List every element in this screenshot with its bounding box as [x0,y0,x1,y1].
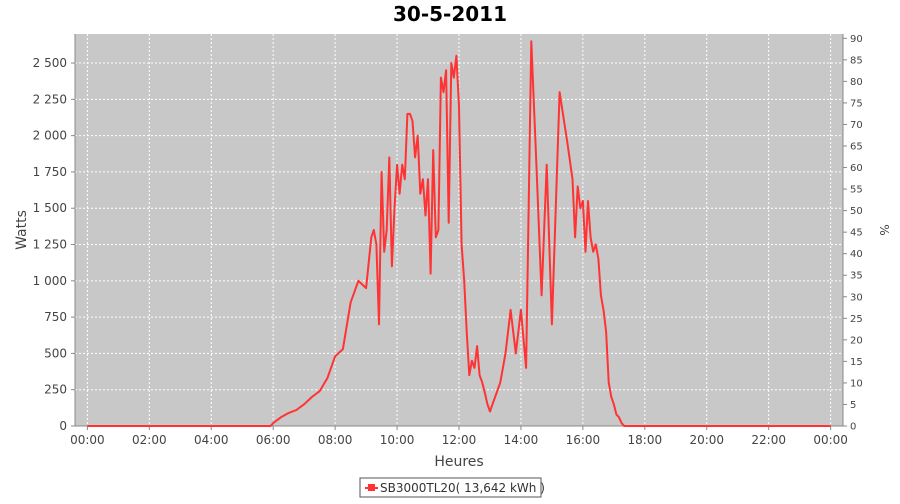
x-tick-label: 06:00 [256,433,291,447]
x-tick-label: 16:00 [566,433,601,447]
y2-axis-label: % [877,224,891,235]
y-tick-label: 0 [59,419,67,433]
series-layer [87,40,831,427]
legend: SB3000TL20( 13,642 kWh ) [359,477,545,498]
x-tick-label: 14:00 [504,433,539,447]
y2-tick-label: 25 [850,314,863,325]
x-tick-label: 00:00 [70,433,105,447]
y2-tick-label: 80 [850,77,863,88]
legend-box [359,477,542,498]
y2-tick-label: 55 [850,185,863,196]
x-tick-label: 20:00 [689,433,724,447]
legend-marker-swatch [368,484,375,491]
y-tick-label: 1 000 [33,274,67,288]
series-line [87,40,831,427]
y2-tick-label: 20 [850,335,863,346]
x-tick-label: 02:00 [132,433,167,447]
x-tick-label: 04:00 [194,433,229,447]
x-tick-label: 00:00 [813,433,848,447]
y-tick-label: 2 500 [33,56,67,70]
y2-tick-label: 90 [850,34,863,45]
x-axis-label: Heures [434,454,483,470]
y2-tick-label: 15 [850,357,863,368]
y2-tick-label: 70 [850,120,863,131]
y2-tick-label: 30 [850,292,863,303]
y2-tick-label: 75 [850,98,863,109]
y2-tick-label: 40 [850,249,863,260]
y2-tick-label: 50 [850,206,863,217]
y-tick-label: 2 000 [33,129,67,143]
axes-layer: 00:00 02:00 04:00 06:00 08:00 10:00 12:00 14:00… [33,34,863,447]
legend-label: SB3000TL20( 13,642 kWh ) [380,481,545,495]
y2-tick-label: 60 [850,163,863,174]
x-tick-label: 22:00 [751,433,786,447]
x-tick-label: 08:00 [318,433,353,447]
y2-tick-label: 0 [850,422,856,433]
y2-tick-label: 35 [850,271,863,282]
y2-tick-label: 65 [850,142,863,153]
y2-tick-label: 10 [850,378,863,389]
y-tick-label: 500 [44,346,67,360]
y-axis-label: Watts [14,210,30,250]
y-tick-label: 1 250 [33,238,67,252]
y-tick-label: 2 250 [33,92,67,106]
x-tick-label: 10:00 [380,433,415,447]
y-tick-label: 1 500 [33,201,67,215]
y2-tick-label: 45 [850,228,863,239]
chart-title: 30-5-2011 [393,2,507,26]
y-tick-label: 750 [44,310,67,324]
x-tick-label: 18:00 [628,433,663,447]
y-tick-label: 250 [44,383,67,397]
y-tick-label: 1 750 [33,165,67,179]
y2-tick-label: 85 [850,55,863,66]
y2-tick-label: 5 [850,400,856,411]
x-tick-label: 12:00 [442,433,477,447]
